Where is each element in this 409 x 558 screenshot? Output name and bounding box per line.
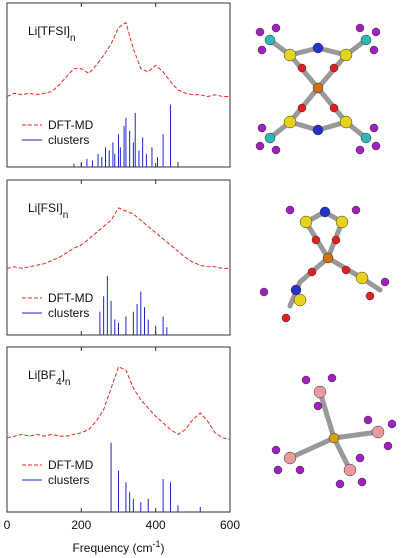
molecule-fsi: [259, 205, 390, 323]
panel-title-sub: 4: [56, 377, 62, 388]
panel-title-part: Li[FSI]: [28, 201, 63, 215]
x-tick-label: 400: [146, 518, 166, 532]
legend-label: clusters: [48, 133, 89, 147]
x-axis-label-part: Frequency (cm: [72, 541, 152, 555]
panel-title: Li[TFSI]n: [28, 24, 76, 44]
x-tick-label: 0: [4, 518, 11, 532]
molecule-tfsi: [255, 23, 381, 155]
panel-title-sub: n: [70, 33, 76, 44]
panel-title-part: Li[BF: [28, 368, 56, 382]
spectrum-line: [6, 366, 231, 440]
x-tick-label: 600: [220, 518, 240, 532]
panel-title-sub: n: [65, 377, 71, 388]
panel-title: Li[FSI]n: [28, 201, 68, 221]
x-axis-label: Frequency (cm-1): [72, 539, 164, 555]
panel-title-part: Li[TFSI]: [28, 24, 70, 38]
legend-label: DFT-MD: [48, 291, 94, 305]
x-tick-label: 200: [71, 518, 91, 532]
legend-label: DFT-MD: [48, 458, 94, 472]
legend-label: clusters: [48, 306, 89, 320]
spectrum-line: [6, 21, 230, 98]
legend-label: DFT-MD: [48, 118, 94, 132]
spectrum-line: [6, 207, 230, 269]
panel-title: Li[BF4]n: [28, 368, 70, 388]
molecule-bf4: [271, 373, 397, 489]
panel-title-sub: n: [63, 210, 69, 221]
x-axis-label-sup: -1: [153, 539, 161, 549]
legend-label: clusters: [48, 473, 89, 487]
x-axis-label-part: ): [161, 541, 165, 555]
panel-title-part: ]: [62, 368, 65, 382]
